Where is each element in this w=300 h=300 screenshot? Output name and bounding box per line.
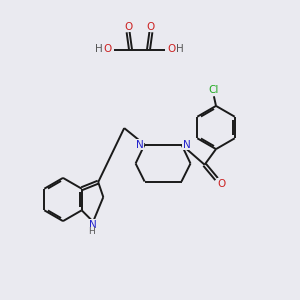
Text: O: O xyxy=(124,22,132,32)
Text: O: O xyxy=(103,44,112,55)
Text: H: H xyxy=(95,44,103,55)
Text: N: N xyxy=(183,140,190,150)
Text: N: N xyxy=(136,140,143,150)
Text: O: O xyxy=(218,178,226,189)
Text: N: N xyxy=(89,220,97,230)
Text: O: O xyxy=(167,44,176,55)
Text: H: H xyxy=(176,44,184,55)
Text: Cl: Cl xyxy=(209,85,219,95)
Text: H: H xyxy=(88,227,95,236)
Text: O: O xyxy=(147,22,155,32)
